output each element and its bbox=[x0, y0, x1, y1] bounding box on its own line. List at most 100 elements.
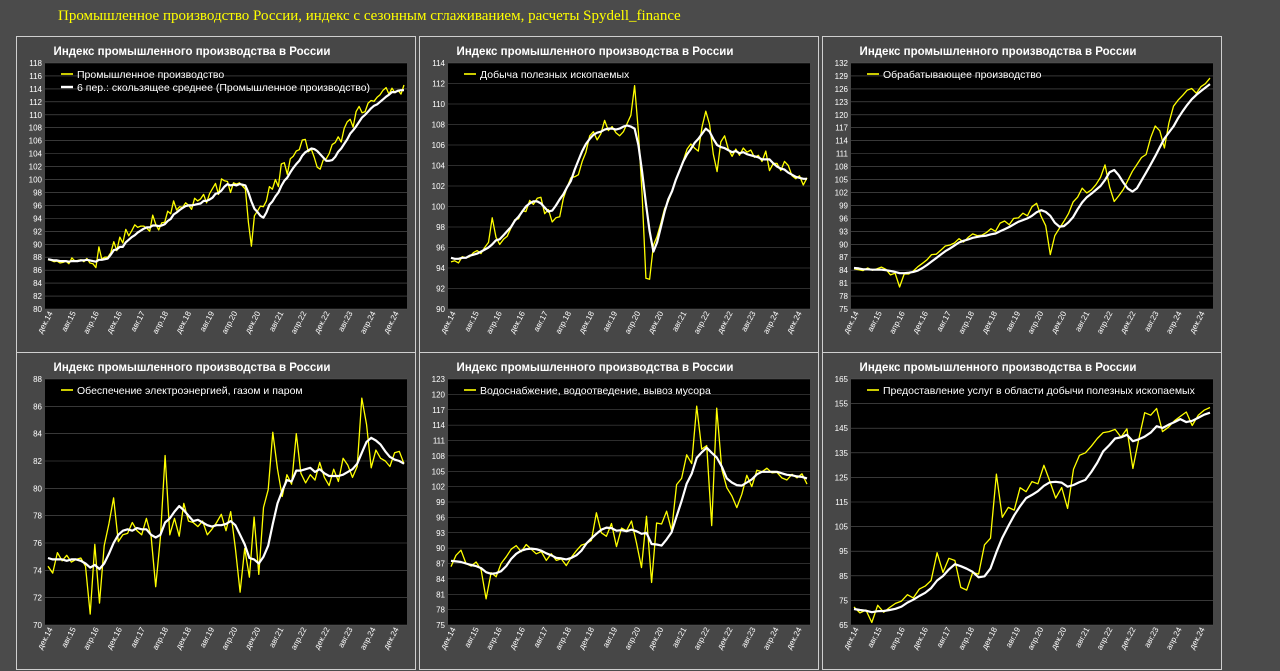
x-tick-label: апр.16 bbox=[485, 309, 505, 335]
y-tick-label: 125 bbox=[835, 473, 849, 482]
x-tick-label: дек.20 bbox=[243, 625, 262, 651]
smoothed-series-line bbox=[450, 446, 808, 575]
x-tick-label: апр.20 bbox=[623, 625, 643, 651]
x-tick-label: авг.21 bbox=[267, 309, 285, 333]
y-tick-label: 108 bbox=[29, 124, 43, 133]
y-tick-label: 65 bbox=[839, 621, 848, 630]
x-tick-label: апр.22 bbox=[1095, 309, 1115, 335]
x-tick-label: апр.22 bbox=[289, 625, 309, 651]
x-tick-label: дек.16 bbox=[911, 309, 930, 335]
legend-label: Добыча полезных ископаемых bbox=[480, 69, 630, 81]
y-tick-label: 82 bbox=[33, 457, 42, 466]
y-tick-label: 75 bbox=[436, 621, 445, 630]
y-tick-label: 108 bbox=[432, 121, 446, 130]
x-tick-label: дек.24 bbox=[382, 625, 401, 651]
y-tick-label: 106 bbox=[29, 137, 43, 146]
x-tick-label: дек.20 bbox=[646, 625, 665, 651]
smoothed-series-line bbox=[853, 411, 1211, 614]
y-tick-label: 104 bbox=[29, 150, 43, 159]
y-tick-label: 82 bbox=[33, 292, 42, 301]
x-tick-label: авг.17 bbox=[129, 309, 147, 333]
y-tick-label: 108 bbox=[835, 163, 849, 172]
x-tick-label: авг.19 bbox=[198, 309, 216, 333]
y-tick-label: 85 bbox=[839, 572, 848, 581]
x-tick-label: дек.18 bbox=[174, 625, 193, 651]
x-tick-label: авг.17 bbox=[935, 625, 953, 649]
chart-title: Индекс промышленного производства в Росс… bbox=[54, 46, 331, 58]
x-tick-label: апр.20 bbox=[1026, 625, 1046, 651]
x-tick-label: дек.16 bbox=[105, 309, 124, 335]
x-tick-label: авг.23 bbox=[1142, 625, 1160, 649]
chart-panel-electricity: Индекс промышленного производства в Росс… bbox=[16, 352, 416, 670]
chart-panel-mining-services: Индекс промышленного производства в Росс… bbox=[822, 352, 1222, 670]
x-tick-label: апр.16 bbox=[888, 625, 908, 651]
x-tick-label: авг.21 bbox=[670, 625, 688, 649]
x-tick-label: дек.24 bbox=[382, 309, 401, 335]
y-tick-label: 84 bbox=[33, 430, 42, 439]
x-tick-label: авг.19 bbox=[1004, 625, 1022, 649]
y-tick-label: 84 bbox=[839, 266, 848, 275]
y-tick-label: 96 bbox=[839, 214, 848, 223]
x-tick-label: апр.24 bbox=[1164, 625, 1184, 651]
smoothed-series-line bbox=[47, 436, 405, 571]
legend-label: Обеспечение электроэнергией, газом и пар… bbox=[77, 385, 303, 397]
series-line bbox=[450, 84, 808, 280]
x-tick-label: авг.23 bbox=[336, 309, 354, 333]
legend-label: Предоставление услуг в области добычи по… bbox=[883, 385, 1196, 397]
chart-title: Индекс промышленного производства в Росс… bbox=[457, 46, 734, 58]
series-line bbox=[853, 406, 1211, 624]
x-tick-label: апр.20 bbox=[623, 309, 643, 335]
y-tick-label: 72 bbox=[33, 594, 42, 603]
y-tick-label: 81 bbox=[839, 279, 848, 288]
plot-area bbox=[45, 379, 407, 625]
x-tick-label: апр.18 bbox=[554, 625, 574, 651]
y-tick-label: 111 bbox=[433, 437, 446, 446]
x-tick-label: дек.20 bbox=[1049, 309, 1068, 335]
y-tick-label: 86 bbox=[33, 402, 42, 411]
smoothed-series-line bbox=[853, 83, 1211, 275]
x-tick-label: апр.22 bbox=[692, 309, 712, 335]
y-tick-label: 110 bbox=[29, 111, 42, 120]
x-tick-label: апр.22 bbox=[289, 309, 309, 335]
y-tick-label: 117 bbox=[835, 124, 848, 133]
y-tick-label: 96 bbox=[33, 201, 42, 210]
x-tick-label: авг.19 bbox=[601, 625, 619, 649]
x-tick-label: дек.18 bbox=[577, 309, 596, 335]
x-tick-label: апр.24 bbox=[358, 625, 378, 651]
x-tick-label: дек.20 bbox=[646, 309, 665, 335]
y-tick-label: 92 bbox=[33, 227, 42, 236]
x-tick-label: апр.20 bbox=[220, 625, 240, 651]
y-tick-label: 114 bbox=[432, 59, 445, 68]
y-tick-label: 132 bbox=[835, 59, 849, 68]
x-tick-label: дек.24 bbox=[785, 625, 804, 651]
y-tick-label: 145 bbox=[835, 424, 849, 433]
y-tick-label: 100 bbox=[29, 176, 43, 185]
x-tick-label: дек.18 bbox=[174, 309, 193, 335]
y-tick-label: 100 bbox=[432, 203, 446, 212]
x-tick-label: авг.15 bbox=[463, 309, 481, 333]
chart-panel-water-supply: Индекс промышленного производства в Росс… bbox=[419, 352, 819, 670]
y-tick-label: 105 bbox=[835, 523, 849, 532]
chart-svg: Индекс промышленного производства в Росс… bbox=[835, 46, 1213, 335]
x-tick-label: дек.16 bbox=[105, 625, 124, 651]
x-tick-label: апр.16 bbox=[888, 309, 908, 335]
legend-label: Водоснабжение, водоотведение, вывоз мусо… bbox=[480, 385, 711, 397]
x-tick-label: дек.20 bbox=[1049, 625, 1068, 651]
chart-svg: Индекс промышленного производства в Росс… bbox=[33, 362, 407, 651]
y-tick-label: 94 bbox=[33, 214, 42, 223]
y-tick-label: 116 bbox=[29, 72, 42, 81]
x-tick-label: апр.22 bbox=[1095, 625, 1115, 651]
y-tick-label: 120 bbox=[432, 390, 446, 399]
x-tick-label: апр.24 bbox=[1164, 309, 1184, 335]
y-tick-label: 78 bbox=[436, 606, 445, 615]
chart-title: Индекс промышленного производства в Росс… bbox=[54, 362, 331, 374]
y-tick-label: 106 bbox=[432, 141, 446, 150]
y-tick-label: 98 bbox=[33, 188, 42, 197]
y-tick-label: 118 bbox=[29, 59, 42, 68]
series-line bbox=[47, 84, 405, 269]
y-tick-label: 102 bbox=[432, 182, 446, 191]
y-tick-label: 93 bbox=[839, 227, 848, 236]
x-tick-label: авг.23 bbox=[739, 309, 757, 333]
chart-svg: Индекс промышленного производства в Росс… bbox=[29, 46, 407, 335]
y-tick-label: 120 bbox=[835, 111, 849, 120]
